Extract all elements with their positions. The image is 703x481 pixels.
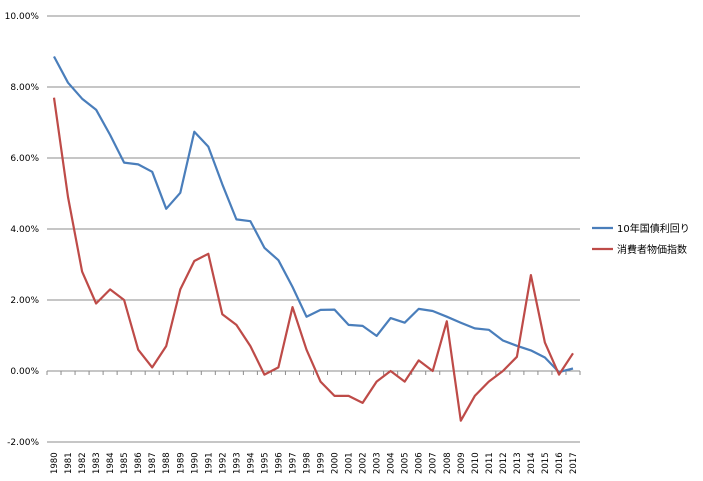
x-tick-label: 2017: [569, 452, 579, 474]
x-tick-label: 2004: [387, 452, 397, 474]
x-tick-label: 2016: [555, 452, 565, 474]
x-tick-label: 1985: [120, 452, 130, 474]
x-axis-tick-labels: 1980 1981 1982 1983 1984 1985 1986 1987 1988 1989…: [50, 452, 579, 474]
x-tick-label: 2014: [527, 452, 537, 474]
series-lines: [52, 55, 574, 422]
series-line-0: [53, 55, 574, 374]
y-tick-label: 10.00%: [5, 12, 40, 22]
x-tick-label: 2001: [345, 452, 355, 474]
x-tick-label: 2008: [443, 452, 453, 474]
legend-label-0: 10年国債利回り: [617, 222, 690, 235]
legend-label-1: 消費者物価指数: [617, 243, 687, 256]
x-tick-label: 1996: [274, 452, 284, 474]
x-tick-label: 2002: [359, 452, 369, 474]
x-tick-label: 2010: [471, 452, 481, 474]
x-tick-label: 2015: [541, 452, 551, 474]
x-tick-label: 1997: [288, 452, 298, 474]
x-tick-label: 2009: [457, 452, 467, 474]
y-tick-label: 8.00%: [10, 83, 39, 93]
y-axis-tick-labels: -2.00% 0.00% 2.00% 4.00% 6.00% 8.00% 10.00%: [5, 12, 40, 448]
x-tick-label: 1980: [50, 452, 60, 474]
x-tick-label: 1987: [148, 452, 158, 474]
x-tick-label: 1983: [92, 452, 102, 474]
x-tick-label: 1991: [204, 452, 214, 474]
x-tick-label: 1982: [78, 452, 88, 474]
x-tick-label: 1984: [106, 452, 116, 474]
x-tick-label: 1986: [134, 452, 144, 474]
series-line-1: [52, 97, 574, 422]
gridlines: [47, 15, 580, 443]
x-tick-label: 1995: [260, 452, 270, 474]
y-tick-label: 6.00%: [10, 154, 39, 164]
y-tick-label: -2.00%: [7, 438, 39, 448]
x-tick-label: 1989: [176, 452, 186, 474]
y-tick-label: 0.00%: [10, 367, 39, 377]
y-tick-label: 4.00%: [10, 225, 39, 235]
x-tick-label: 2000: [331, 452, 341, 474]
x-tick-label: 2007: [429, 452, 439, 474]
x-tick-label: 2011: [485, 452, 495, 474]
x-tick-label: 1993: [232, 452, 242, 474]
x-tick-label: 1999: [317, 452, 327, 474]
x-tick-label: 2006: [415, 452, 425, 474]
x-tick-label: 2013: [513, 452, 523, 474]
x-tick-label: 2003: [373, 452, 383, 474]
y-tick-label: 2.00%: [10, 296, 39, 306]
x-tick-label: 1992: [218, 452, 228, 474]
x-tick-label: 2005: [401, 452, 411, 474]
x-tick-label: 1994: [246, 452, 256, 474]
x-tick-label: 2012: [499, 452, 509, 474]
x-tick-label: 1990: [190, 452, 200, 474]
x-tick-label: 1988: [162, 452, 172, 474]
x-tick-label: 1998: [302, 452, 312, 474]
x-tick-label: 1981: [64, 452, 74, 474]
